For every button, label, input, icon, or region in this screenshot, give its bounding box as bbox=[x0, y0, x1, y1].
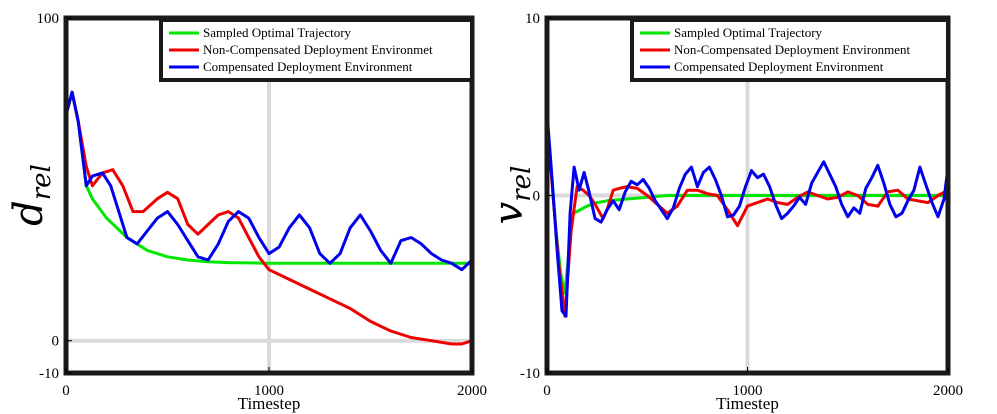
series-line-1 bbox=[64, 90, 474, 346]
legend-box bbox=[159, 18, 474, 82]
legend: Sampled Optimal Trajectory Non-Compensate… bbox=[159, 18, 474, 82]
y-tick-label: 100 bbox=[37, 11, 60, 27]
y-axis-label: vrel bbox=[486, 166, 537, 225]
legend-label: Non-Compensated Deployment Environmet bbox=[203, 42, 433, 57]
legend-box bbox=[630, 18, 950, 82]
y-axis-label-subscript: rel bbox=[507, 166, 537, 202]
y-axis-label: drel bbox=[6, 164, 57, 226]
legend: Sampled Optimal Trajectory Non-Compensate… bbox=[630, 18, 950, 82]
x-tick-label: 1000 bbox=[733, 383, 763, 399]
y-tick-label: -10 bbox=[520, 366, 540, 382]
series-line-2 bbox=[64, 90, 474, 272]
x-axis-label: Timestep bbox=[238, 394, 301, 413]
legend-label: Non-Compensated Deployment Environment bbox=[674, 42, 911, 57]
legend-label: Sampled Optimal Trajectory bbox=[674, 25, 823, 40]
x-tick-label: 1000 bbox=[254, 383, 284, 399]
legend-label: Compensated Deployment Environment bbox=[674, 59, 884, 74]
series-line-2 bbox=[545, 110, 950, 318]
x-axis-label: Timestep bbox=[716, 394, 779, 413]
y-tick-label: 10 bbox=[525, 11, 540, 27]
legend-label: Compensated Deployment Environment bbox=[203, 59, 413, 74]
x-tick-label: 0 bbox=[62, 383, 70, 399]
y-tick-label: 0 bbox=[52, 334, 60, 350]
y-axis-label-main: v bbox=[486, 201, 532, 224]
x-tick-label: 0 bbox=[543, 383, 551, 399]
x-tick-label: 2000 bbox=[457, 383, 487, 399]
y-tick-label: -10 bbox=[39, 366, 59, 382]
y-axis-label-main: d bbox=[6, 200, 52, 226]
y-axis-label-subscript: rel bbox=[27, 164, 57, 200]
x-tick-label: 2000 bbox=[933, 383, 963, 399]
y-tick-label: 0 bbox=[533, 189, 541, 205]
legend-label: Sampled Optimal Trajectory bbox=[203, 25, 352, 40]
